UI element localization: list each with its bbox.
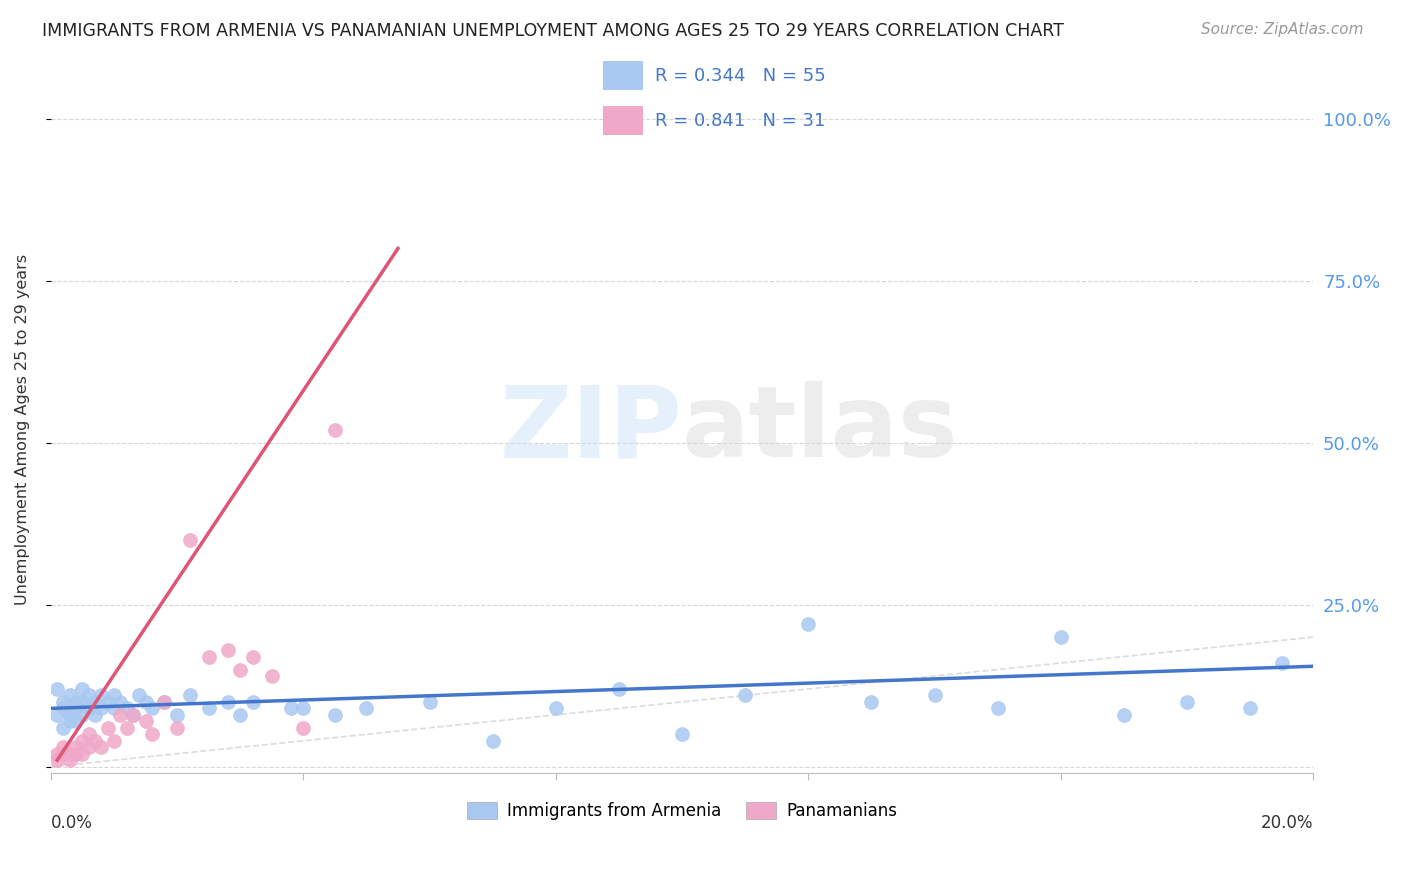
Point	[122, 707, 145, 722]
Text: IMMIGRANTS FROM ARMENIA VS PANAMANIAN UNEMPLOYMENT AMONG AGES 25 TO 29 YEARS COR: IMMIGRANTS FROM ARMENIA VS PANAMANIAN UN…	[42, 22, 1064, 40]
Point	[229, 707, 252, 722]
Point	[65, 701, 87, 715]
Point	[72, 747, 94, 761]
Point	[1271, 656, 1294, 670]
Point	[734, 689, 756, 703]
Point	[217, 643, 239, 657]
Point	[141, 727, 163, 741]
Point	[103, 701, 125, 715]
FancyBboxPatch shape	[603, 106, 643, 136]
Point	[134, 714, 156, 729]
Point	[860, 695, 883, 709]
Point	[481, 733, 503, 747]
Point	[110, 707, 132, 722]
Point	[65, 714, 87, 729]
Point	[323, 423, 346, 437]
Point	[59, 707, 82, 722]
Point	[419, 695, 441, 709]
Point	[72, 695, 94, 709]
Point	[46, 747, 69, 761]
Point	[52, 740, 75, 755]
Point	[179, 533, 201, 547]
Point	[166, 707, 188, 722]
Point	[52, 695, 75, 709]
Point	[197, 649, 219, 664]
Point	[544, 701, 567, 715]
Point	[72, 681, 94, 696]
Text: atlas: atlas	[682, 381, 959, 478]
Text: 0.0%: 0.0%	[51, 814, 93, 832]
Point	[97, 721, 120, 735]
Point	[1049, 630, 1071, 644]
Point	[153, 695, 176, 709]
Point	[84, 733, 107, 747]
Point	[72, 733, 94, 747]
Point	[103, 733, 125, 747]
Point	[671, 727, 693, 741]
Text: Source: ZipAtlas.com: Source: ZipAtlas.com	[1201, 22, 1364, 37]
Point	[59, 747, 82, 761]
Point	[90, 701, 112, 715]
Point	[65, 740, 87, 755]
Point	[84, 707, 107, 722]
Point	[292, 701, 315, 715]
Point	[242, 695, 264, 709]
Text: ZIP: ZIP	[499, 381, 682, 478]
Point	[46, 707, 69, 722]
Point	[797, 617, 820, 632]
Point	[197, 701, 219, 715]
Point	[77, 727, 100, 741]
FancyBboxPatch shape	[603, 61, 643, 90]
Point	[292, 721, 315, 735]
Point	[97, 695, 120, 709]
Point	[115, 721, 138, 735]
Point	[924, 689, 946, 703]
Point	[84, 695, 107, 709]
Point	[229, 663, 252, 677]
Y-axis label: Unemployment Among Ages 25 to 29 years: Unemployment Among Ages 25 to 29 years	[15, 254, 30, 606]
Point	[59, 753, 82, 767]
Point	[46, 753, 69, 767]
Point	[90, 689, 112, 703]
Point	[52, 747, 75, 761]
Point	[103, 689, 125, 703]
Point	[128, 689, 150, 703]
Point	[260, 669, 283, 683]
Legend: Immigrants from Armenia, Panamanians: Immigrants from Armenia, Panamanians	[460, 795, 904, 827]
Point	[356, 701, 378, 715]
Point	[46, 681, 69, 696]
Point	[134, 695, 156, 709]
Point	[65, 747, 87, 761]
Point	[166, 721, 188, 735]
Point	[77, 689, 100, 703]
Point	[141, 701, 163, 715]
Point	[1112, 707, 1135, 722]
Point	[1175, 695, 1198, 709]
Point	[110, 695, 132, 709]
Point	[217, 695, 239, 709]
Point	[77, 740, 100, 755]
Point	[1239, 701, 1261, 715]
Point	[153, 695, 176, 709]
Point	[65, 695, 87, 709]
Point	[607, 681, 630, 696]
Text: R = 0.344   N = 55: R = 0.344 N = 55	[655, 67, 827, 85]
Point	[987, 701, 1010, 715]
Text: R = 0.841   N = 31: R = 0.841 N = 31	[655, 112, 825, 129]
Point	[179, 689, 201, 703]
Point	[90, 740, 112, 755]
Point	[242, 649, 264, 664]
Point	[115, 701, 138, 715]
Point	[59, 714, 82, 729]
Text: 20.0%: 20.0%	[1261, 814, 1313, 832]
Point	[122, 707, 145, 722]
Point	[77, 701, 100, 715]
Point	[52, 721, 75, 735]
Point	[52, 701, 75, 715]
Point	[72, 707, 94, 722]
Point	[323, 707, 346, 722]
Point	[59, 689, 82, 703]
Point	[280, 701, 302, 715]
